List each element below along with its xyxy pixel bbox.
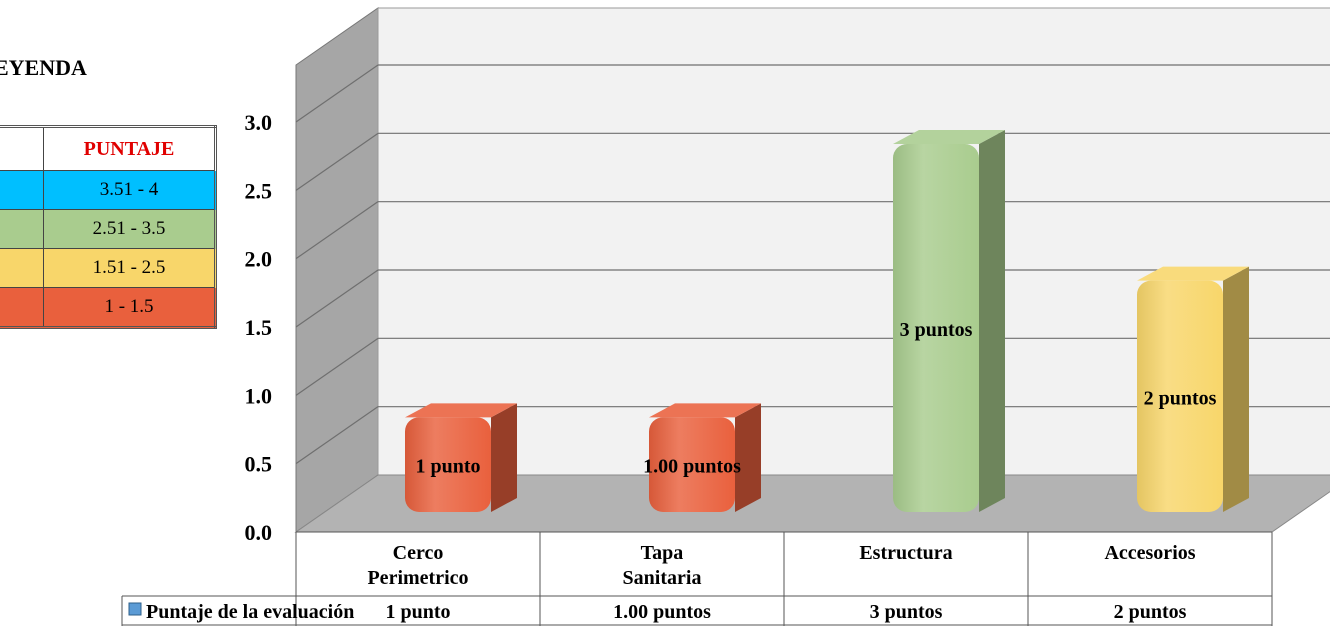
- legend-header-blank: [0, 126, 44, 171]
- gridline-diagonal: [295, 201, 379, 260]
- bar-3: [1137, 266, 1249, 512]
- legend-range: 1.51 - 2.5: [43, 248, 216, 288]
- table-value: 2 puntos: [1114, 601, 1187, 623]
- legend-row: 1.51 - 2.5: [0, 248, 216, 288]
- legend-range: 1 - 1.5: [43, 287, 216, 328]
- bar-top: [405, 403, 517, 418]
- bar-side: [1223, 266, 1249, 512]
- legend-range: 3.51 - 4: [43, 170, 216, 210]
- gridline-diagonal: [295, 269, 379, 328]
- bar-0: [405, 403, 517, 512]
- bar-side: [979, 130, 1005, 512]
- bar-top: [1137, 266, 1249, 281]
- data-label: 3 puntos: [900, 319, 973, 341]
- data-label: 1 punto: [415, 456, 480, 478]
- y-tick-label: 1.0: [245, 383, 273, 408]
- y-tick-label: 2.0: [245, 247, 273, 272]
- x-category-label: Tapa: [641, 542, 684, 564]
- y-tick-label: 0.0: [245, 520, 273, 545]
- data-label: 2 puntos: [1144, 387, 1217, 409]
- x-category-label: Perimetrico: [367, 567, 468, 589]
- x-category-label: Accesorios: [1104, 542, 1195, 564]
- table-value: 3 puntos: [870, 601, 943, 623]
- bar-side: [735, 403, 761, 512]
- bar-1: [649, 403, 761, 512]
- gridline-diagonal: [295, 406, 379, 465]
- x-category-label: Estructura: [859, 542, 952, 564]
- bar: [893, 144, 979, 512]
- series-key-icon: [128, 602, 142, 616]
- legend-swatch: [0, 170, 44, 210]
- legend-row: 1 - 1.5: [0, 287, 216, 328]
- legend-swatch: [0, 248, 44, 288]
- gridline-diagonal: [295, 132, 379, 191]
- bar: [405, 417, 491, 512]
- gridline-diagonal: [295, 64, 379, 123]
- bar: [1137, 280, 1223, 512]
- table-value: 1 punto: [385, 601, 450, 623]
- y-tick-label: 3.0: [245, 110, 273, 135]
- bar-side: [491, 403, 517, 512]
- x-category-label: Cerco: [393, 542, 444, 564]
- y-tick-label: 0.5: [245, 452, 273, 477]
- legend-header-puntaje: PUNTAJE: [43, 126, 216, 171]
- legend-table: PUNTAJE 3.51 - 4 2.51 - 3.5 1.51 - 2.5 1…: [0, 125, 217, 329]
- series-name: Puntaje de la evaluación: [146, 601, 354, 623]
- legend-swatch: [0, 209, 44, 249]
- y-tick-label: 1.5: [245, 315, 273, 340]
- bar-top: [649, 403, 761, 418]
- x-category-label: Sanitaria: [623, 567, 702, 589]
- chart-side-wall: [295, 7, 379, 533]
- bar-2: [893, 130, 1005, 512]
- data-label: 1.00 puntos: [643, 456, 741, 478]
- bar: [649, 417, 735, 512]
- table-value: 1.00 puntos: [613, 601, 711, 623]
- y-tick-label: 2.5: [245, 178, 273, 203]
- legend-swatch: [0, 287, 44, 328]
- legend-title: EYENDA: [0, 55, 87, 80]
- bar-top: [893, 130, 1005, 144]
- gridline-diagonal: [295, 337, 379, 396]
- legend-row: 3.51 - 4: [0, 170, 216, 210]
